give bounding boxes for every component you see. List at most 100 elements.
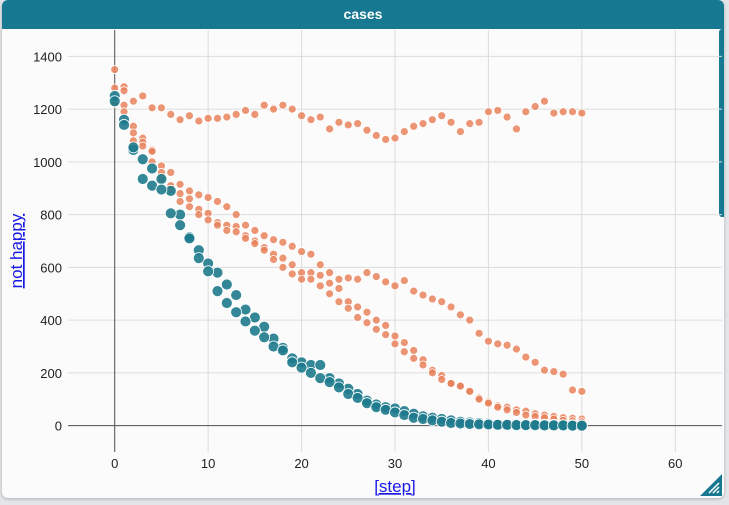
data-point — [231, 210, 241, 220]
data-point — [297, 247, 306, 256]
x-tick-label: 30 — [388, 456, 402, 471]
data-point — [314, 359, 327, 371]
data-point — [399, 338, 409, 347]
data-point — [540, 96, 549, 106]
data-point — [409, 286, 419, 296]
x-tick-label: 50 — [575, 456, 589, 471]
data-point — [259, 231, 269, 241]
data-point — [493, 106, 503, 115]
data-point — [315, 270, 325, 280]
data-point — [175, 115, 185, 125]
data-point — [484, 336, 493, 346]
data-point — [166, 110, 176, 119]
data-point — [194, 210, 204, 220]
data-point — [194, 116, 204, 126]
data-point — [512, 408, 521, 417]
data-point — [278, 253, 288, 263]
data-point — [399, 276, 409, 285]
data-point — [540, 365, 549, 375]
data-point — [437, 375, 447, 384]
data-point — [577, 386, 587, 396]
data-point — [371, 324, 381, 334]
side-scroll-indicator[interactable] — [719, 29, 724, 217]
data-point — [427, 115, 437, 125]
data-point — [362, 318, 372, 328]
data-point — [230, 289, 243, 301]
data-point — [409, 121, 419, 131]
data-point — [381, 320, 391, 330]
data-point — [108, 95, 121, 108]
data-point — [220, 278, 233, 291]
data-point — [484, 107, 493, 117]
data-point — [136, 153, 149, 166]
y-tick-labels: 0 200 400 600 800 1000 1200 1400 — [33, 49, 62, 433]
data-point — [512, 124, 521, 134]
data-point — [371, 315, 381, 325]
data-point — [203, 113, 213, 123]
data-point — [269, 235, 278, 245]
data-point — [164, 207, 177, 220]
data-point — [353, 302, 363, 312]
data-point — [474, 394, 484, 404]
data-point — [118, 119, 130, 131]
y-axis-title[interactable]: not happy — [7, 213, 26, 288]
x-axis-title[interactable]: [step] — [374, 477, 416, 496]
data-point — [250, 110, 260, 119]
data-point — [185, 186, 194, 196]
data-point — [211, 285, 224, 298]
data-point — [286, 356, 299, 369]
data-point — [455, 310, 465, 320]
data-point — [175, 179, 185, 189]
data-point — [306, 249, 316, 259]
data-point — [192, 252, 205, 265]
data-point — [493, 402, 503, 412]
data-point — [334, 274, 344, 284]
data-point — [575, 419, 588, 432]
y-tick-label: 800 — [40, 208, 62, 223]
window-title[interactable]: cases — [2, 0, 724, 29]
data-point — [502, 340, 512, 350]
resize-handle-icon[interactable] — [700, 474, 722, 496]
data-point — [306, 274, 316, 284]
data-point — [362, 125, 372, 135]
data-point — [325, 278, 335, 288]
data-point — [138, 141, 148, 151]
data-point — [502, 405, 512, 415]
data-point — [315, 281, 325, 291]
data-point — [568, 107, 577, 117]
y-tick-label: 1400 — [33, 49, 62, 64]
data-point — [427, 368, 437, 378]
data-point — [185, 111, 194, 121]
data-point — [343, 303, 353, 313]
data-point — [549, 367, 559, 376]
data-point — [390, 281, 400, 291]
data-point — [146, 162, 158, 175]
data-point — [353, 274, 363, 284]
data-point — [390, 133, 400, 143]
data-points — [108, 65, 588, 432]
data-point — [353, 119, 363, 129]
data-point — [558, 107, 568, 117]
chart-window: cases 0 200 400 600 800 1000 1200 1400 0 10 20 30 4… — [2, 0, 724, 498]
data-point — [136, 173, 149, 185]
data-point — [409, 346, 419, 355]
data-point — [269, 104, 278, 114]
data-point — [248, 324, 261, 337]
data-point — [147, 103, 157, 113]
data-point — [155, 183, 168, 196]
data-point — [119, 86, 129, 96]
data-point — [568, 385, 577, 395]
x-tick-label: 0 — [111, 456, 118, 471]
data-point — [278, 100, 288, 110]
data-point — [409, 353, 419, 363]
data-point — [334, 297, 344, 307]
data-point — [558, 369, 568, 379]
data-point — [259, 245, 269, 255]
data-point — [138, 91, 148, 101]
data-point — [315, 112, 325, 122]
data-point — [241, 106, 250, 115]
data-point — [297, 274, 306, 284]
data-point — [465, 386, 475, 396]
data-point — [521, 107, 531, 117]
